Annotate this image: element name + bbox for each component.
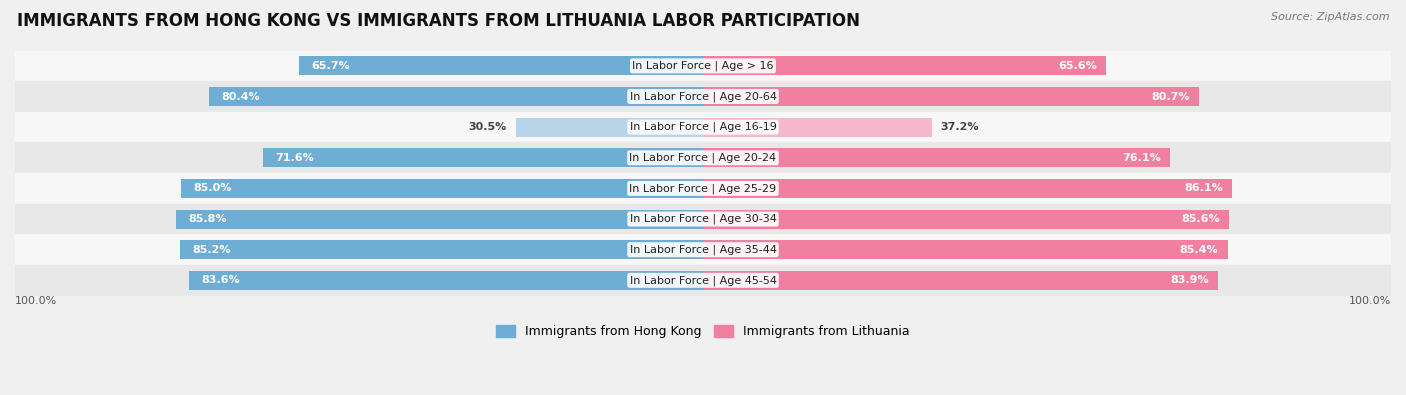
- Text: 85.8%: 85.8%: [188, 214, 226, 224]
- Bar: [15, 265, 1391, 295]
- Bar: [209, 87, 703, 106]
- Bar: [703, 179, 1232, 198]
- Bar: [15, 234, 1391, 265]
- Bar: [15, 81, 1391, 112]
- Bar: [180, 240, 703, 259]
- Text: 100.0%: 100.0%: [15, 295, 58, 306]
- Text: 85.4%: 85.4%: [1180, 245, 1219, 255]
- Text: In Labor Force | Age 20-64: In Labor Force | Age 20-64: [630, 91, 776, 102]
- Text: 85.0%: 85.0%: [193, 183, 232, 194]
- Text: IMMIGRANTS FROM HONG KONG VS IMMIGRANTS FROM LITHUANIA LABOR PARTICIPATION: IMMIGRANTS FROM HONG KONG VS IMMIGRANTS …: [17, 12, 860, 30]
- Legend: Immigrants from Hong Kong, Immigrants from Lithuania: Immigrants from Hong Kong, Immigrants fr…: [492, 320, 914, 343]
- Text: 86.1%: 86.1%: [1184, 183, 1223, 194]
- Text: 85.2%: 85.2%: [191, 245, 231, 255]
- Bar: [703, 240, 1227, 259]
- Text: Source: ZipAtlas.com: Source: ZipAtlas.com: [1271, 12, 1389, 22]
- Text: 80.4%: 80.4%: [221, 92, 260, 102]
- Bar: [190, 271, 703, 290]
- Text: In Labor Force | Age 20-24: In Labor Force | Age 20-24: [630, 152, 776, 163]
- Text: 71.6%: 71.6%: [276, 153, 314, 163]
- Bar: [703, 87, 1199, 106]
- Bar: [703, 148, 1170, 167]
- Bar: [703, 210, 1229, 229]
- Text: 100.0%: 100.0%: [1348, 295, 1391, 306]
- Text: In Labor Force | Age 35-44: In Labor Force | Age 35-44: [630, 245, 776, 255]
- Text: 76.1%: 76.1%: [1122, 153, 1161, 163]
- Bar: [15, 143, 1391, 173]
- Bar: [703, 118, 932, 137]
- Bar: [703, 56, 1107, 75]
- Bar: [299, 56, 703, 75]
- Bar: [15, 204, 1391, 234]
- Bar: [516, 118, 703, 137]
- Text: 37.2%: 37.2%: [941, 122, 979, 132]
- Text: In Labor Force | Age 25-29: In Labor Force | Age 25-29: [630, 183, 776, 194]
- Text: 30.5%: 30.5%: [468, 122, 506, 132]
- Bar: [15, 51, 1391, 81]
- Text: 65.6%: 65.6%: [1057, 61, 1097, 71]
- Text: 83.9%: 83.9%: [1171, 275, 1209, 285]
- Bar: [181, 179, 703, 198]
- Bar: [15, 173, 1391, 204]
- Text: 85.6%: 85.6%: [1181, 214, 1219, 224]
- Text: In Labor Force | Age 30-34: In Labor Force | Age 30-34: [630, 214, 776, 224]
- Bar: [703, 271, 1219, 290]
- Text: In Labor Force | Age > 16: In Labor Force | Age > 16: [633, 60, 773, 71]
- Bar: [176, 210, 703, 229]
- Text: In Labor Force | Age 16-19: In Labor Force | Age 16-19: [630, 122, 776, 132]
- Text: 65.7%: 65.7%: [312, 61, 350, 71]
- Bar: [15, 112, 1391, 143]
- Bar: [263, 148, 703, 167]
- Text: 83.6%: 83.6%: [201, 275, 240, 285]
- Text: In Labor Force | Age 45-54: In Labor Force | Age 45-54: [630, 275, 776, 286]
- Text: 80.7%: 80.7%: [1152, 92, 1189, 102]
